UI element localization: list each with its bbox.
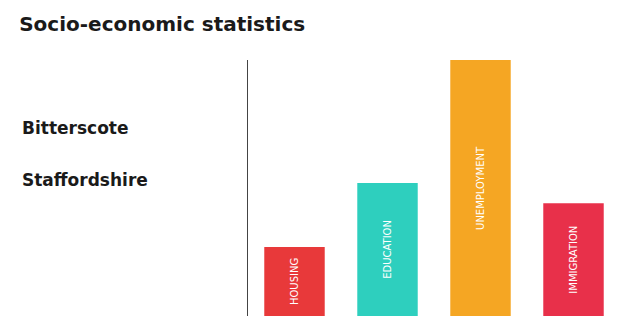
svg-text:Bitterscote: Bitterscote: [22, 118, 128, 138]
svg-text:IMMIGRATION: IMMIGRATION: [568, 226, 579, 294]
svg-text:Socio-economic statistics: Socio-economic statistics: [19, 12, 305, 36]
svg-text:UNEMPLOYMENT: UNEMPLOYMENT: [475, 146, 486, 230]
svg-text:EDUCATION: EDUCATION: [382, 220, 393, 279]
svg-text:HOUSING: HOUSING: [289, 258, 300, 305]
svg-text:Staffordshire: Staffordshire: [22, 170, 148, 190]
